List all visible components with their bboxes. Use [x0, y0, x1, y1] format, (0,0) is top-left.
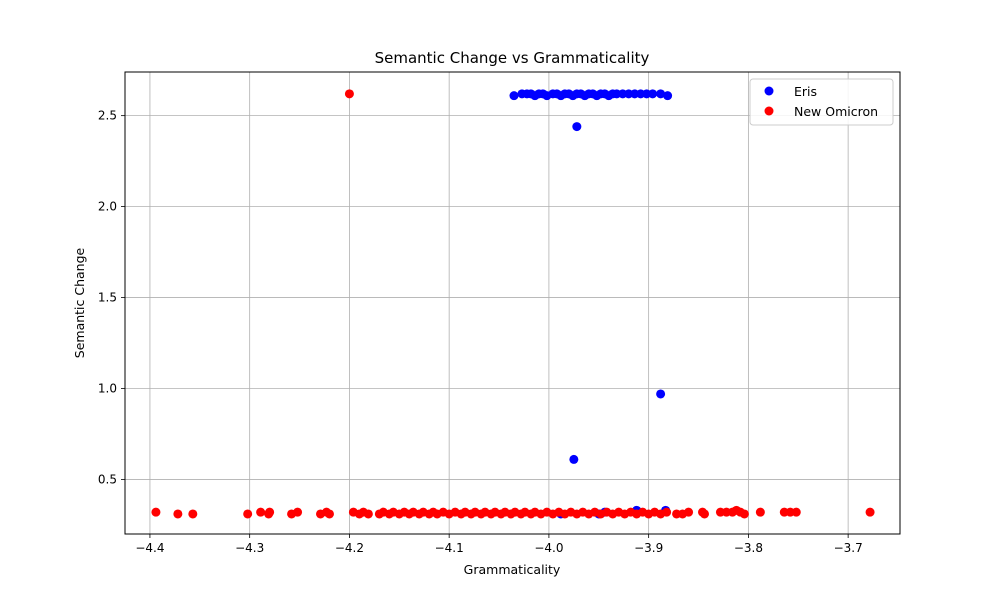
x-axis-label: Grammaticality — [464, 562, 561, 577]
legend-box — [749, 78, 894, 126]
point-eris — [569, 454, 579, 464]
y-tick-label: 2.5 — [98, 109, 117, 123]
point-eris — [656, 89, 666, 99]
y-tick-label: 1.0 — [98, 381, 117, 395]
point-new-omicron — [293, 507, 303, 517]
legend-label-eris: Eris — [794, 84, 817, 99]
y-tick-label: 2.0 — [98, 200, 117, 214]
point-new-omicron — [256, 507, 266, 517]
grid — [125, 72, 900, 534]
point-new-omicron — [755, 507, 765, 517]
point-new-omicron — [739, 509, 749, 519]
x-tick-label: −4.2 — [335, 541, 364, 555]
point-new-omicron — [324, 509, 334, 519]
point-new-omicron — [344, 89, 354, 99]
legend-label-new-omicron: New Omicron — [794, 104, 878, 119]
x-tick-label: −4.1 — [435, 541, 464, 555]
x-tick-label: −4.3 — [235, 541, 264, 555]
point-eris — [648, 89, 658, 99]
point-new-omicron — [265, 507, 275, 517]
point-new-omicron — [700, 509, 710, 519]
y-axis-ticks: 0.5 1.0 1.5 2.0 2.5 — [98, 109, 125, 486]
chart-title: Semantic Change vs Grammaticality — [375, 49, 650, 67]
point-eris — [572, 122, 582, 132]
point-eris — [663, 91, 673, 101]
x-tick-label: −4.0 — [534, 541, 563, 555]
x-tick-label: −3.8 — [734, 541, 763, 555]
y-axis-label: Semantic Change — [72, 247, 87, 358]
legend-marker-eris — [764, 86, 774, 96]
point-new-omicron — [865, 507, 875, 517]
scatter-points — [151, 89, 875, 519]
x-axis-ticks: −4.4 −4.3 −4.2 −4.1 −4.0 −3.9 −3.8 −3.7 — [135, 534, 863, 555]
point-new-omicron — [173, 509, 183, 519]
point-eris — [656, 389, 666, 399]
point-new-omicron — [791, 507, 801, 517]
point-new-omicron — [662, 507, 672, 517]
point-new-omicron — [188, 509, 198, 519]
legend: Eris New Omicron — [749, 78, 894, 126]
point-new-omicron — [684, 507, 694, 517]
legend-marker-new-omicron — [764, 106, 774, 116]
point-new-omicron — [363, 509, 373, 519]
x-tick-label: −4.4 — [135, 541, 164, 555]
y-tick-label: 1.5 — [98, 291, 117, 305]
plot-frame — [124, 71, 901, 535]
x-tick-label: −3.7 — [834, 541, 863, 555]
y-tick-label: 0.5 — [98, 472, 117, 486]
point-new-omicron — [151, 507, 161, 517]
point-new-omicron — [243, 509, 253, 519]
point-eris — [509, 91, 519, 101]
x-tick-label: −3.9 — [634, 541, 663, 555]
